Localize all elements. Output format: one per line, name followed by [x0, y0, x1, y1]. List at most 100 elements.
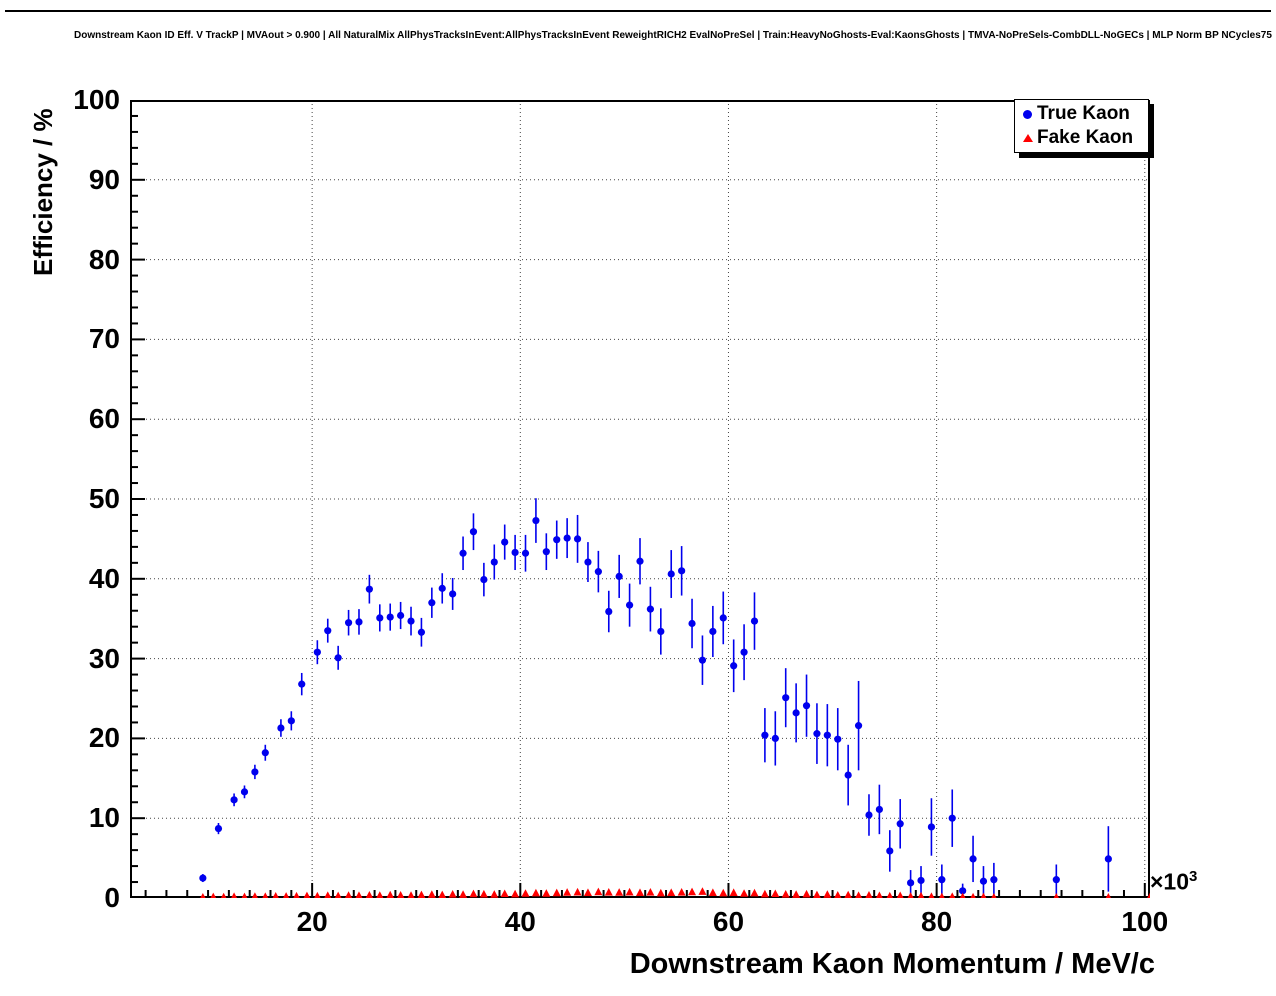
data-point-true-kaon	[1104, 855, 1112, 863]
data-point-true-kaon	[625, 601, 634, 609]
data-point-true-kaon	[376, 614, 384, 622]
x-axis-title: Downstream Kaon Momentum / MeV/c	[629, 948, 1155, 980]
data-point-true-kaon	[667, 570, 675, 578]
data-point-fake-kaon	[886, 891, 894, 898]
data-point-true-kaon	[750, 617, 759, 625]
x-axis-multiplier-base: ×10	[1150, 868, 1190, 895]
y-tick-label: 60	[88, 403, 120, 435]
data-point-fake-kaon	[615, 888, 624, 896]
data-point-true-kaon	[287, 717, 295, 725]
data-point-fake-kaon	[907, 892, 914, 898]
data-point-fake-kaon	[625, 887, 634, 896]
data-point-true-kaon	[594, 568, 602, 576]
data-point-fake-kaon	[771, 889, 780, 898]
data-point-true-kaon	[1052, 876, 1060, 884]
data-point-true-kaon	[277, 724, 285, 732]
data-point-fake-kaon	[928, 892, 935, 898]
data-point-true-kaon	[251, 768, 259, 776]
data-point-true-kaon	[834, 735, 842, 743]
data-point-fake-kaon	[490, 890, 499, 898]
data-point-fake-kaon	[552, 888, 561, 897]
data-point-fake-kaon	[656, 888, 665, 897]
y-tick-label: 80	[88, 243, 120, 275]
data-point-fake-kaon	[303, 891, 311, 898]
data-point-true-kaon	[386, 613, 394, 621]
y-tick-label: 20	[88, 722, 120, 754]
y-axis-title: Efficiency / %	[28, 108, 58, 276]
data-point-fake-kaon	[448, 890, 457, 898]
data-point-fake-kaon	[719, 888, 728, 897]
data-point-true-kaon	[917, 876, 925, 885]
x-tick-label: 40	[504, 906, 536, 937]
data-point-true-kaon	[313, 648, 321, 656]
data-point-true-kaon	[459, 549, 467, 557]
data-point-fake-kaon	[573, 887, 582, 896]
x-tick-label: 60	[712, 906, 745, 937]
data-point-fake-kaon	[417, 890, 426, 898]
data-point-true-kaon	[261, 749, 269, 757]
data-point-fake-kaon	[427, 890, 436, 898]
y-tick-label: 50	[88, 483, 120, 514]
data-point-fake-kaon	[939, 892, 945, 898]
data-point-fake-kaon	[896, 891, 904, 898]
data-point-fake-kaon	[344, 891, 353, 898]
data-point-fake-kaon	[604, 888, 613, 896]
data-point-true-kaon	[990, 876, 998, 884]
data-point-true-kaon	[782, 694, 790, 702]
data-point-true-kaon	[469, 528, 478, 536]
data-point-true-kaon	[553, 536, 561, 544]
data-point-fake-kaon	[802, 889, 811, 898]
data-point-true-kaon	[438, 584, 446, 592]
data-point-true-kaon	[563, 534, 571, 542]
data-point-fake-kaon	[959, 892, 966, 898]
x-axis-multiplier: ×103	[1150, 868, 1197, 896]
data-point-true-kaon	[407, 617, 415, 625]
data-point-true-kaon	[417, 628, 426, 636]
data-point-true-kaon	[214, 824, 223, 833]
data-point-fake-kaon	[521, 889, 530, 897]
data-point-true-kaon	[615, 572, 623, 581]
y-tick-label: 90	[88, 163, 120, 195]
data-point-fake-kaon	[1147, 892, 1150, 898]
data-point-true-kaon	[511, 548, 519, 557]
data-point-true-kaon	[646, 605, 655, 613]
data-point-true-kaon	[657, 627, 665, 636]
data-point-fake-kaon	[991, 892, 997, 898]
data-point-true-kaon	[324, 627, 332, 635]
data-point-fake-kaon	[314, 891, 321, 898]
y-tick-label: 10	[88, 802, 120, 834]
legend-entry-fake-kaon: Fake Kaon	[1015, 126, 1148, 150]
data-point-fake-kaon	[407, 891, 415, 898]
data-point-fake-kaon	[500, 889, 509, 898]
y-tick-label: 70	[88, 323, 120, 355]
data-point-fake-kaon	[396, 891, 405, 898]
data-point-fake-kaon	[479, 889, 488, 898]
data-point-fake-kaon	[980, 892, 987, 898]
data-point-fake-kaon	[1105, 893, 1111, 898]
data-point-true-kaon	[449, 590, 457, 598]
data-point-true-kaon	[709, 627, 717, 636]
data-point-true-kaon	[959, 887, 967, 895]
data-point-true-kaon	[199, 874, 207, 882]
data-point-fake-kaon	[220, 892, 227, 898]
data-point-true-kaon	[428, 599, 436, 607]
data-point-true-kaon	[365, 585, 373, 593]
x-tick-label: 20	[296, 906, 328, 937]
data-point-fake-kaon	[200, 892, 206, 898]
data-point-true-kaon	[761, 731, 769, 739]
data-point-true-kaon	[938, 876, 946, 884]
true-kaon-circle-marker-icon	[1020, 109, 1035, 119]
data-point-fake-kaon	[293, 891, 300, 898]
data-point-true-kaon	[344, 619, 353, 627]
data-point-fake-kaon	[531, 888, 540, 897]
data-point-true-kaon	[969, 855, 977, 863]
data-point-true-kaon	[605, 607, 613, 616]
y-tick-label: 30	[88, 642, 120, 674]
legend: True Kaon Fake Kaon	[1014, 99, 1149, 153]
x-tick-label: 100	[1121, 906, 1169, 937]
data-point-fake-kaon	[210, 892, 217, 898]
data-point-fake-kaon	[917, 891, 925, 898]
data-point-fake-kaon	[636, 888, 644, 897]
data-point-fake-kaon	[376, 891, 384, 898]
